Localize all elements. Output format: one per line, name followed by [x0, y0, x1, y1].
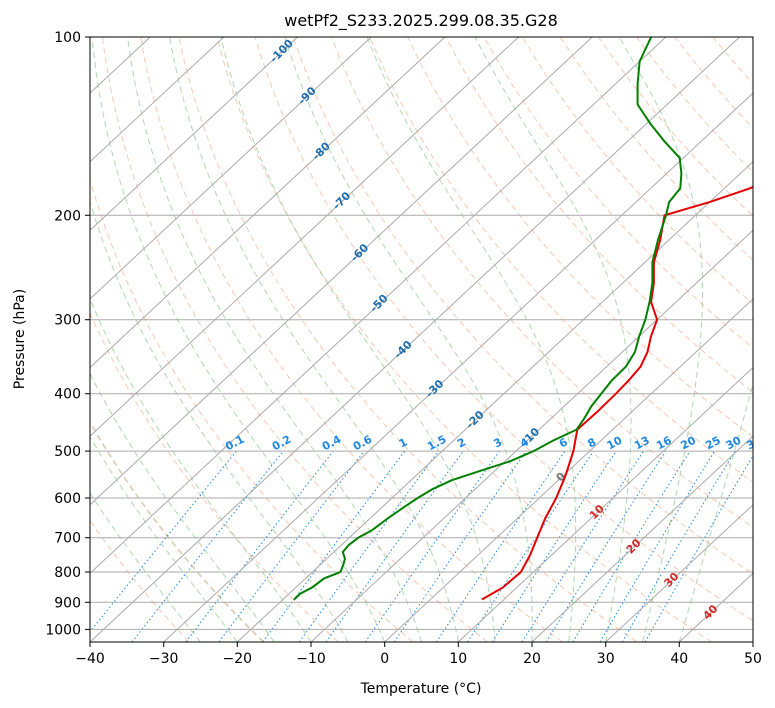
moist-adiabat-line — [90, 435, 238, 642]
mixing-ratio-label: 36 — [744, 434, 764, 453]
mixing-ratio-label: 30 — [724, 434, 744, 453]
isotherm-line — [90, 37, 593, 506]
x-tick-label: 20 — [523, 651, 541, 667]
isotherm-line — [90, 37, 667, 575]
y-tick-label: 1000 — [45, 622, 81, 638]
mixing-ratio-label: 13 — [632, 434, 652, 453]
y-tick-label: 900 — [54, 595, 81, 611]
isotherm-line — [90, 37, 225, 163]
isotherm-line — [90, 37, 446, 369]
dry-adiabat-line — [90, 420, 265, 642]
x-tick-label: 30 — [597, 651, 615, 667]
y-tick-label: 300 — [54, 313, 81, 329]
isotherm-line — [531, 435, 753, 642]
y-tick-label: 500 — [54, 444, 81, 460]
x-tick-label: 40 — [670, 651, 688, 667]
mixing-ratio-line — [467, 450, 594, 642]
moist-adiabat-line — [284, 37, 533, 642]
x-tick-label: −10 — [296, 651, 326, 667]
mixing-ratio-line — [262, 450, 406, 642]
mixing-ratio-labels: 0.10.20.40.611.52346810131620253036 — [223, 433, 764, 454]
mixing-ratio-label: 20 — [678, 434, 698, 453]
mixing-ratio-line — [572, 450, 691, 642]
isotherm-line — [457, 366, 753, 642]
x-tick-label: −20 — [223, 651, 253, 667]
x-tick-label: 0 — [380, 651, 389, 667]
y-tick-label: 400 — [54, 387, 81, 403]
moist-adiabat-line — [220, 37, 496, 642]
y-tick-label: 600 — [54, 491, 81, 507]
mixing-ratio-label: 10 — [605, 434, 625, 453]
mixing-ratio-line — [364, 450, 500, 642]
y-axis-ticks: 100 200 300 400 500 600 700 800 900 1000 — [45, 30, 90, 638]
x-tick-label: 10 — [449, 651, 467, 667]
isotherm-line — [90, 37, 519, 437]
isotherm-line — [163, 92, 753, 642]
moist-adiabat-line — [474, 37, 632, 642]
dewpoint-line — [293, 37, 683, 601]
mixing-ratio-label: 25 — [703, 434, 723, 453]
mixing-ratio-line — [435, 450, 566, 642]
isotherm-line — [236, 161, 753, 642]
dry-adiabat-line — [101, 37, 488, 642]
dry-adiabat-line — [178, 37, 638, 642]
mixing-ratio-line — [298, 450, 439, 642]
isotherm-line — [310, 229, 753, 642]
moist-adiabat-line — [678, 381, 753, 642]
x-tick-label: −40 — [75, 651, 105, 667]
mixing-ratio-label: 16 — [654, 434, 674, 453]
x-tick-label: 50 — [744, 651, 762, 667]
temperature-line — [481, 185, 753, 601]
moist-adiabat-line — [90, 372, 275, 642]
isobars — [90, 37, 753, 630]
dry-adiabat-line — [292, 37, 753, 575]
mixing-ratio-line — [325, 450, 464, 642]
isotherm-line — [90, 37, 372, 300]
mixing-ratio-line — [521, 450, 645, 642]
isotherm-line — [384, 298, 753, 642]
isotherms — [90, 37, 753, 642]
plot-frame — [89, 36, 754, 643]
chart-title: wetPf2_S233.2025.299.08.35.G28 — [284, 11, 558, 31]
moist-adiabat-line — [91, 37, 386, 642]
moist-adiabat-line — [366, 37, 577, 642]
y-tick-label: 100 — [54, 30, 81, 46]
dry-adiabat-line — [330, 37, 753, 529]
y-axis-label: Pressure (hPa) — [12, 289, 28, 389]
y-tick-label: 800 — [54, 565, 81, 581]
mixing-ratio-line — [218, 450, 365, 642]
y-tick-label: 200 — [54, 208, 81, 224]
moist-adiabat-line — [127, 37, 422, 642]
profiles — [293, 37, 753, 601]
x-tick-label: −30 — [149, 651, 179, 667]
isotherm-line — [90, 37, 298, 232]
isotherm-line — [90, 37, 740, 642]
x-axis-label: Temperature (°C) — [360, 681, 482, 697]
isotherm-line — [605, 504, 753, 642]
y-tick-label: 700 — [54, 531, 81, 547]
moist-adiabat-line — [618, 37, 704, 642]
moist-adiabat-line — [90, 492, 201, 642]
mixing-ratio-line — [90, 450, 237, 633]
background-lines — [90, 37, 753, 642]
moist-adiabat-line — [169, 37, 459, 642]
dry-adiabat-line — [254, 37, 753, 622]
x-axis-ticks: −40 −30 −20 −10 0 10 20 30 40 50 — [75, 642, 762, 667]
